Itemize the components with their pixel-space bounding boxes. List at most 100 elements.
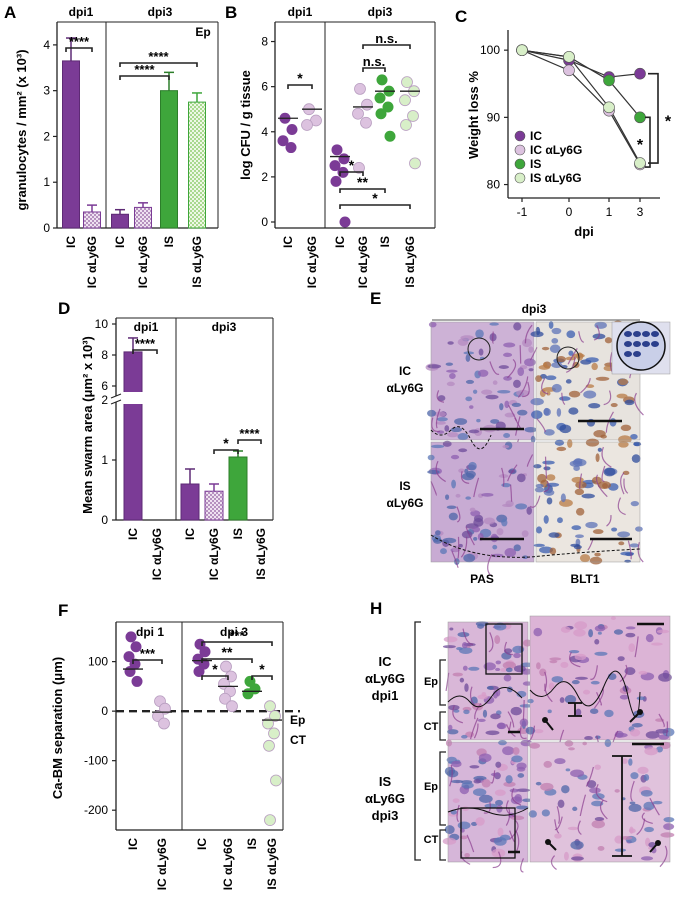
h-img-is-zoom-cell <box>644 826 654 833</box>
x-tick-label-0: IC <box>281 236 295 248</box>
e-img-blt1-ic-cell <box>618 378 629 386</box>
e-img-blt1-ic-cell <box>620 424 632 432</box>
group-label-dpi1: dpi 1 <box>136 625 164 639</box>
e-img-pas-ic-cell <box>503 352 513 358</box>
e-img-blt1-is-border <box>535 441 641 563</box>
h-img-is-zoom-cell <box>594 764 601 770</box>
e-img-blt1-is-cell <box>631 454 641 463</box>
h-img-ic-overview-cell <box>503 674 512 682</box>
e-img-pas-is-hypha <box>456 506 461 523</box>
x-tick-label-3: IC αLy6G <box>221 838 235 890</box>
h-img-ic-zoom-cell <box>573 629 586 637</box>
series-line-2 <box>521 49 641 118</box>
e-img-pas-is-cell <box>501 518 508 527</box>
e-img-pas-ic-cell <box>504 400 510 409</box>
panel-h-ct-label-2: CT <box>424 834 439 846</box>
h-img-ic-overview-cell <box>457 632 470 638</box>
y-tick-label: 10 <box>95 317 109 331</box>
e-img-pas-is-cell <box>473 537 478 541</box>
h-img-is-zoom-cell <box>630 772 639 780</box>
panel-f-chart: dpi 1 dpi 3 Ca-BM separation (μm) Ep CT … <box>50 621 307 890</box>
e-img-blt1-is-hypha <box>544 456 548 479</box>
panel-d-chart: dpi1 dpi3 Mean swarm area (μm² x 10³) 0 1… <box>80 317 274 580</box>
panel-letter-b: B <box>225 3 237 22</box>
e-img-blt1-is-cell <box>597 447 603 452</box>
sig-f4-label: * <box>212 661 218 677</box>
h-img-ic-overview-cell <box>447 724 453 731</box>
group-label-dpi1: dpi1 <box>288 5 313 19</box>
bar-3 <box>134 206 152 229</box>
group-label-dpi3: dpi 3 <box>220 625 248 639</box>
h-img-is-zoom-cell <box>571 856 584 861</box>
h-ct-bracket-2 <box>439 829 446 861</box>
h-img-is-zoom-hypha <box>554 819 560 834</box>
e-img-blt1-is-cell <box>533 543 545 547</box>
e-img-pas-ic-cell <box>427 409 437 417</box>
h-img-ic-overview-cell <box>482 709 488 718</box>
x-tick-label: -1 <box>517 205 528 219</box>
h-img-ic-overview-cell <box>481 691 487 697</box>
h-bm-line <box>447 807 529 816</box>
h-img-ic-zoom-cell <box>536 662 541 670</box>
x-tick-label-3: IC αLy6G <box>207 528 221 580</box>
e-img-pas-ic-cell <box>481 389 493 395</box>
h-img-ic-zoom-cell <box>594 651 608 656</box>
e-img-pas-is-cell <box>458 448 468 453</box>
h-img-ic-overview-cell <box>502 661 517 670</box>
e-img-blt1-ic-cell <box>548 321 554 329</box>
h-img-ic-zoom-cell <box>564 694 577 704</box>
legend-swatch-0 <box>514 130 526 142</box>
sig-b1-bracket <box>287 84 313 89</box>
data-point <box>125 631 137 643</box>
e-img-blt1-is-cell <box>569 460 583 467</box>
data-point <box>263 739 275 752</box>
h-img-ic-overview-border <box>447 621 529 741</box>
e-img-blt1-ic-cell <box>551 362 563 368</box>
data-point <box>360 116 372 129</box>
x-tick-label-5: IS αLy6G <box>265 838 279 890</box>
h-img-is-zoom-hypha <box>577 820 582 835</box>
y-tick-label: 8 <box>261 35 268 49</box>
h-img-ic-overview-cell <box>459 677 465 683</box>
h-img-is-zoom-cell <box>597 845 605 851</box>
h-img-ic-zoom-cell <box>527 698 534 704</box>
e-img-pas-ic-cell <box>522 338 533 348</box>
h-img-ic-zoom-cell <box>656 629 670 634</box>
h-img-is-zoom-cell <box>652 800 663 805</box>
e-img-pas-is-cell <box>502 445 510 449</box>
e-img-pas-is-hypha <box>460 471 470 484</box>
data-point <box>262 717 274 730</box>
h-img-is-zoom-cell <box>543 760 552 768</box>
data-point <box>407 110 419 122</box>
y-tick-label: 0 <box>101 704 108 718</box>
data-point <box>158 717 170 730</box>
e-img-blt1-is-cell <box>585 521 598 529</box>
h-img-ic-overview-cell <box>516 690 527 698</box>
data-point <box>242 688 254 700</box>
h-img-is-zoom-hypha <box>579 794 587 817</box>
e-inset-cell <box>651 341 659 347</box>
y-tick-label: 6 <box>261 80 268 94</box>
panel-letter-h: H <box>370 599 382 618</box>
sig-b5-bracket <box>339 188 386 193</box>
h-img-is-overview-cell <box>493 836 507 846</box>
h-img-is-zoom-cell <box>535 781 542 786</box>
e-img-pas-ic-cell <box>528 368 534 372</box>
h-img-ic-overview-hypha <box>462 628 474 646</box>
e-img-pas-ic-cell <box>498 365 509 369</box>
e-img-blt1-is-hypha <box>627 540 632 560</box>
e-img-blt1-ic-cell <box>559 424 572 434</box>
h-img-ic-overview-hypha <box>504 641 513 656</box>
e-img-blt1-is-cell <box>554 439 565 446</box>
e-img-pas-is-cell <box>481 492 494 497</box>
e-img-blt1-is-cell <box>575 481 587 489</box>
h-img-is-overview-cell <box>505 775 513 784</box>
h-img-is-overview-hypha <box>483 801 491 814</box>
h-img-ic-zoom-cell <box>619 694 629 700</box>
y-tick-label: 2 <box>261 170 268 184</box>
h-img-is-overview-hypha <box>466 834 475 853</box>
data-point <box>124 666 136 678</box>
e-img-pas-is-hypha <box>457 536 460 559</box>
x-tick-label-4: IS <box>162 236 176 247</box>
